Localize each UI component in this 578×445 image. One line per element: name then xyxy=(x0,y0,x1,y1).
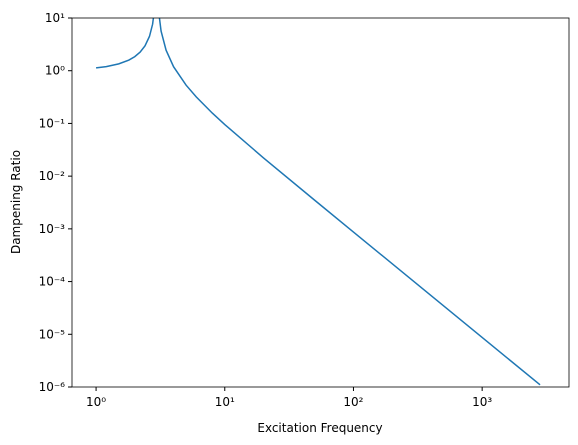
x-axis-label: Excitation Frequency xyxy=(257,421,382,435)
x-tick-label: 10⁰ xyxy=(86,395,106,409)
x-tick-label: 10¹ xyxy=(215,395,235,409)
y-axis-label: Dampening Ratio xyxy=(9,150,23,254)
x-tick-label: 10² xyxy=(343,395,363,409)
line-series xyxy=(95,18,541,386)
y-tick-label: 10¹ xyxy=(45,11,65,25)
y-tick-label: 10⁻⁵ xyxy=(39,327,66,341)
x-tick-label: 10³ xyxy=(472,395,492,409)
plot-frame xyxy=(71,17,570,388)
y-tick-label: 10⁻² xyxy=(39,169,66,183)
y-tick-label: 10⁻³ xyxy=(39,222,66,236)
y-tick-label: 10⁻¹ xyxy=(39,116,66,130)
y-tick-label: 10⁻⁶ xyxy=(39,380,66,394)
y-tick-label: 10⁻⁴ xyxy=(39,275,66,289)
y-tick-label: 10⁰ xyxy=(45,64,65,78)
